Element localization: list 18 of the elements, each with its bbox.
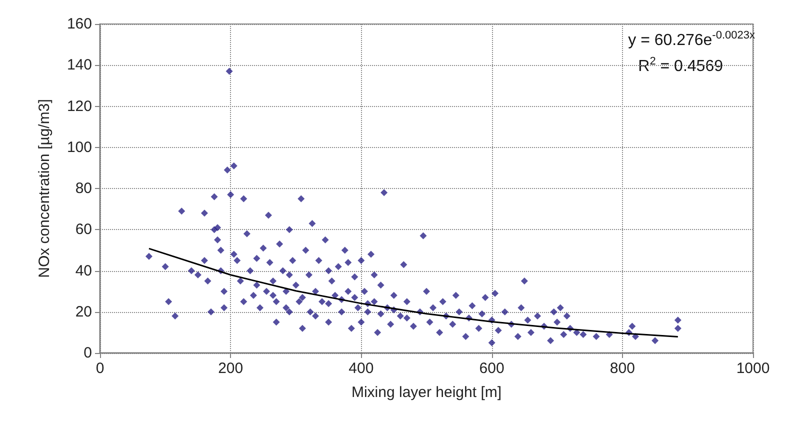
x-tick-label: 0 [96, 360, 104, 377]
y-tick-label: 80 [75, 180, 92, 197]
y-axis-title: NOx concentration [µg/m3] [36, 99, 53, 278]
y-tick-label: 60 [75, 221, 92, 238]
y-tick-label: 0 [84, 344, 92, 362]
y-tick-label: 120 [66, 98, 92, 115]
x-tick-label: 400 [348, 360, 374, 377]
y-tick-label: 160 [66, 16, 92, 32]
line-series [148, 248, 679, 338]
y-tick-label: 100 [66, 138, 92, 156]
y-tick-label: 20 [75, 303, 92, 320]
y-tick-label: 40 [75, 262, 92, 280]
x-tick-label: 1000 [736, 360, 770, 377]
x-tick-label: 800 [610, 360, 635, 377]
x-tick-label: 200 [218, 360, 244, 377]
x-axis-title: Mixing layer height [m] [351, 384, 502, 401]
y-tick-label: 140 [66, 56, 92, 74]
x-tick-label: 600 [479, 360, 504, 377]
